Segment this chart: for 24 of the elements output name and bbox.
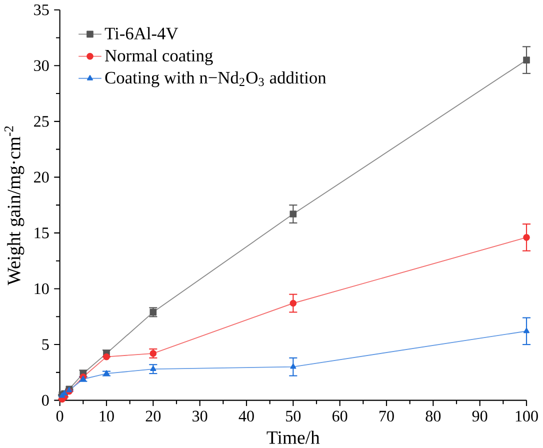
y-tick-label: 15 <box>34 227 49 238</box>
y-tick-label: 30 <box>34 60 49 71</box>
x-tick-label: 90 <box>472 410 488 422</box>
legend-label: Ti-6Al-4V <box>104 26 178 40</box>
x-tick-label: 30 <box>192 410 208 422</box>
legend-label: Coating with n−Nd$_{2}$O$_{3}$ addition <box>105 71 326 87</box>
x-tick-label: 40 <box>238 410 254 422</box>
x-tick-label: 10 <box>100 410 114 422</box>
x-tick-label: 80 <box>426 410 441 422</box>
y-tick-label: 10 <box>34 283 49 294</box>
x-tick-label: 50 <box>286 410 301 422</box>
x-tick-label: 0 <box>56 410 64 422</box>
y-axis-title: Weight gain/mg·cm$^{-2}$ <box>4 126 24 286</box>
x-axis-title: Time/h <box>266 430 320 444</box>
y-tick-label: 35 <box>34 4 49 16</box>
x-tick-label: 100 <box>516 410 538 422</box>
legend-label: Normal coating <box>105 49 213 65</box>
y-tick-label: 25 <box>34 116 49 127</box>
x-tick-label: 20 <box>146 410 161 422</box>
x-tick-label: 70 <box>380 410 394 422</box>
y-tick-label: 0 <box>42 394 49 406</box>
y-tick-label: 20 <box>34 172 49 182</box>
x-tick-label: 60 <box>332 410 348 422</box>
y-tick-label: 5 <box>42 339 49 350</box>
